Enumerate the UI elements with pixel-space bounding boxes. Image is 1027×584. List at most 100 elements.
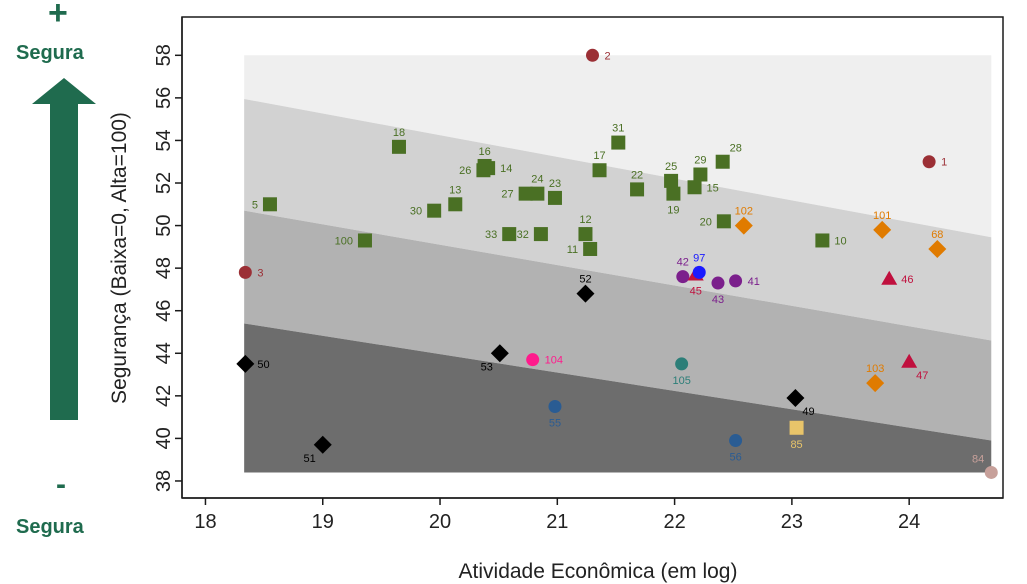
point-label-56: 56 bbox=[729, 452, 741, 464]
point-22 bbox=[630, 182, 645, 197]
point-label-29: 29 bbox=[694, 154, 706, 166]
x-tick-label: 21 bbox=[546, 511, 568, 533]
point-104 bbox=[526, 353, 540, 367]
point-label-53: 53 bbox=[481, 361, 493, 373]
point-43 bbox=[711, 276, 725, 290]
point-label-25: 25 bbox=[665, 161, 677, 173]
x-tick-label: 18 bbox=[194, 511, 216, 533]
point-24 bbox=[530, 186, 545, 201]
point-label-16: 16 bbox=[478, 146, 490, 158]
point-29 bbox=[693, 167, 708, 182]
point-50 bbox=[236, 354, 255, 373]
band-group bbox=[244, 55, 992, 473]
point-label-15: 15 bbox=[707, 182, 719, 194]
point-label-51: 51 bbox=[303, 453, 315, 465]
point-33 bbox=[502, 227, 517, 242]
point-label-1: 1 bbox=[941, 157, 947, 169]
point-46 bbox=[881, 270, 898, 285]
y-tick-label: 48 bbox=[153, 257, 175, 279]
point-19 bbox=[666, 186, 681, 201]
point-47 bbox=[901, 353, 918, 368]
point-label-31: 31 bbox=[612, 123, 624, 135]
point-label-102: 102 bbox=[735, 206, 753, 218]
point-label-43: 43 bbox=[712, 294, 724, 306]
point-label-30: 30 bbox=[410, 206, 422, 218]
point-label-50: 50 bbox=[257, 359, 269, 371]
point-label-3: 3 bbox=[257, 267, 263, 279]
point-12 bbox=[578, 227, 593, 242]
point-53 bbox=[490, 344, 509, 363]
safer-label: Segura bbox=[16, 42, 84, 64]
point-label-41: 41 bbox=[748, 276, 760, 288]
point-27 bbox=[518, 186, 533, 201]
point-11 bbox=[583, 241, 598, 256]
point-17 bbox=[592, 163, 607, 178]
point-41 bbox=[729, 274, 743, 288]
safety-band-3 bbox=[244, 210, 992, 441]
y-tick-label: 56 bbox=[153, 87, 175, 109]
point-label-68: 68 bbox=[931, 229, 943, 241]
point-label-13: 13 bbox=[449, 184, 461, 196]
point-49 bbox=[786, 388, 805, 407]
point-label-23: 23 bbox=[549, 178, 561, 190]
up-arrow-icon bbox=[32, 78, 96, 420]
point-label-103: 103 bbox=[866, 363, 884, 375]
point-label-19: 19 bbox=[667, 205, 679, 217]
point-label-24: 24 bbox=[531, 174, 543, 186]
point-15 bbox=[687, 180, 702, 195]
point-label-28: 28 bbox=[730, 143, 742, 155]
point-100 bbox=[357, 233, 372, 248]
point-label-20: 20 bbox=[700, 216, 712, 228]
point-25 bbox=[664, 173, 679, 188]
point-18 bbox=[391, 139, 406, 154]
point-label-46: 46 bbox=[901, 274, 913, 286]
point-label-45: 45 bbox=[690, 286, 702, 298]
point-label-17: 17 bbox=[593, 150, 605, 162]
point-label-47: 47 bbox=[916, 370, 928, 382]
point-105 bbox=[675, 357, 689, 371]
point-31 bbox=[611, 135, 626, 150]
point-55 bbox=[548, 399, 562, 413]
less-safe-label: Segura bbox=[16, 516, 84, 538]
y-axis-title: Segurança (Baixa=0, Alta=100) bbox=[108, 112, 131, 404]
point-20 bbox=[716, 214, 731, 229]
point-10 bbox=[815, 233, 830, 248]
point-13 bbox=[448, 197, 463, 212]
y-tick-label: 52 bbox=[153, 172, 175, 194]
point-label-97: 97 bbox=[693, 252, 705, 264]
point-103 bbox=[866, 374, 885, 393]
point-84 bbox=[984, 465, 998, 479]
point-28 bbox=[715, 154, 730, 169]
point-label-5: 5 bbox=[252, 199, 258, 211]
y-tick-label: 54 bbox=[153, 129, 175, 151]
point-5 bbox=[262, 197, 277, 212]
point-label-11: 11 bbox=[567, 244, 578, 256]
point-52 bbox=[576, 284, 595, 303]
point-label-14: 14 bbox=[500, 163, 512, 175]
point-label-100: 100 bbox=[335, 235, 353, 247]
safety-scale-legend: + Segura - Segura bbox=[0, 0, 180, 584]
point-51 bbox=[313, 435, 332, 454]
point-label-26: 26 bbox=[459, 165, 471, 177]
y-tick-label: 58 bbox=[153, 44, 175, 66]
point-label-49: 49 bbox=[802, 406, 814, 418]
y-tick-label: 50 bbox=[153, 214, 175, 236]
x-tick-label: 23 bbox=[781, 511, 803, 533]
y-tick-label: 40 bbox=[153, 427, 175, 449]
point-label-42: 42 bbox=[677, 257, 689, 269]
x-tick-label: 22 bbox=[663, 511, 685, 533]
minus-sign: - bbox=[56, 468, 66, 501]
point-85 bbox=[789, 420, 804, 435]
point-102 bbox=[734, 216, 753, 235]
safety-band-4 bbox=[244, 323, 992, 473]
point-30 bbox=[427, 203, 442, 218]
point-label-105: 105 bbox=[672, 375, 690, 387]
x-axis-title: Atividade Econômica (em log) bbox=[459, 560, 738, 583]
point-label-85: 85 bbox=[790, 439, 802, 451]
point-1 bbox=[922, 155, 936, 169]
point-label-84: 84 bbox=[972, 453, 984, 465]
point-label-101: 101 bbox=[873, 210, 891, 222]
point-42 bbox=[676, 270, 690, 284]
